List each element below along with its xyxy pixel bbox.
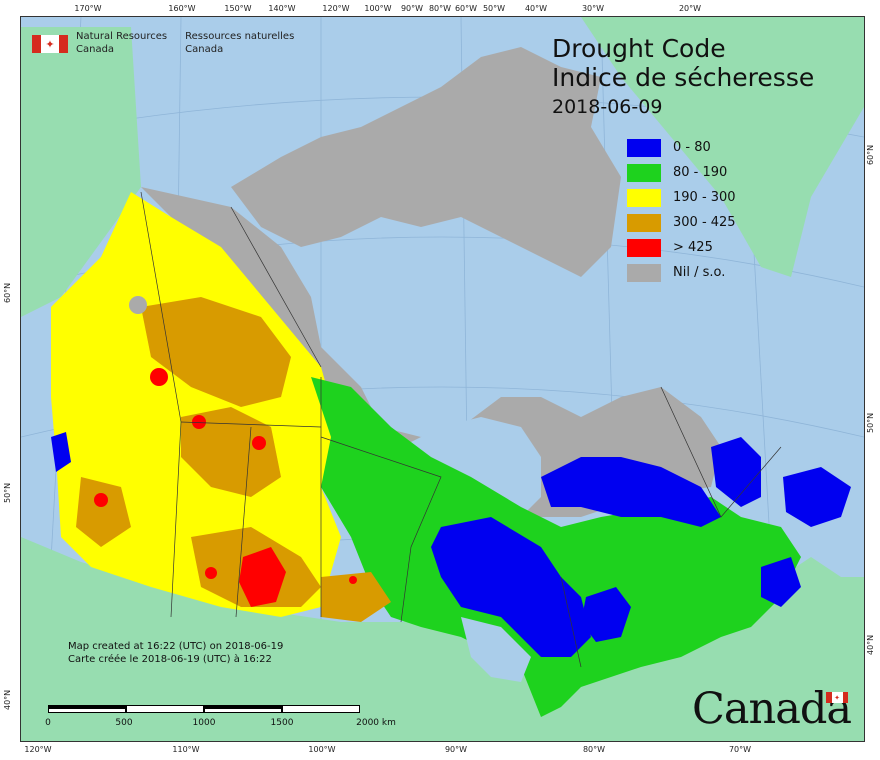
dc-over-425-c: [252, 436, 266, 450]
legend-label: Nil / s.o.: [673, 265, 726, 280]
top-tick: 80°W: [428, 4, 452, 13]
map-date: 2018-06-09: [552, 96, 663, 118]
scale-label: 1000: [192, 718, 216, 728]
top-tick: 150°W: [224, 4, 252, 13]
legend-label: > 425: [673, 240, 713, 255]
legend-item: 80 - 190: [627, 160, 736, 185]
drought-map: [21, 17, 864, 741]
dc-0-80-labrador: [541, 457, 721, 527]
dc-0-80-labrador-east: [711, 437, 761, 507]
legend-item: 0 - 80: [627, 135, 736, 160]
dc-300-425-d: [321, 572, 391, 622]
top-tick: 40°W: [524, 4, 548, 13]
dc-over-425-f: [205, 567, 217, 579]
alaska-land: [21, 27, 141, 317]
map-title-block: Drought Code Indice de sécheresse 2018-0…: [552, 34, 814, 118]
legend-item: > 425: [627, 235, 736, 260]
legend-swatch: [627, 163, 661, 182]
agency-fr-line1: Ressources naturelles: [185, 31, 295, 42]
dc-0-80-maritimes: [761, 557, 801, 607]
dc-300-425-e: [76, 477, 131, 547]
left-tick: 60°N: [3, 282, 12, 303]
bottom-tick: 100°W: [308, 745, 336, 754]
dc-over-425-a: [150, 368, 168, 386]
title-english: Drought Code: [552, 34, 726, 63]
top-tick: 100°W: [364, 4, 392, 13]
legend-label: 0 - 80: [673, 140, 711, 155]
credit-english: Map created at 16:22 (UTC) on 2018-06-19: [68, 641, 284, 652]
legend-swatch: [627, 213, 661, 232]
nunavut-mainland: [141, 187, 721, 517]
legend-swatch: [627, 138, 661, 157]
right-tick: 50°N: [866, 412, 875, 433]
maple-leaf-icon: ✦: [41, 35, 59, 53]
wordmark-flag-icon: ✦: [826, 692, 848, 703]
dc-0-80-newfoundland: [783, 467, 851, 527]
top-tick: 120°W: [322, 4, 350, 13]
legend-swatch: [627, 188, 661, 207]
dc-over-425-e: [239, 547, 286, 607]
dc-300-425-b: [181, 407, 281, 497]
top-tick: 20°W: [678, 4, 702, 13]
usa-land: [21, 537, 864, 741]
legend-label: 300 - 425: [673, 215, 736, 230]
scale-label: 0: [45, 718, 51, 728]
credit-french: Carte créée le 2018-06-19 (UTC) à 16:22: [68, 654, 272, 665]
map-credit: Map created at 16:22 (UTC) on 2018-06-19…: [68, 640, 283, 666]
bottom-tick: 80°W: [582, 745, 606, 754]
canada-flag-icon: ✦: [32, 35, 68, 53]
dc-80-190-central: [311, 377, 801, 717]
arctic-islands: [231, 47, 621, 277]
left-tick: 40°N: [3, 689, 12, 710]
dc-300-425-a: [141, 297, 291, 407]
province-borders: [140, 191, 782, 668]
bottom-tick: 90°W: [444, 745, 468, 754]
title-french: Indice de sécheresse: [552, 63, 815, 92]
scale-label: 1500: [270, 718, 294, 728]
greenland-land: [581, 17, 864, 277]
top-tick: 90°W: [400, 4, 424, 13]
agency-en-line2: Canada: [76, 44, 115, 55]
great-lakes: [461, 617, 531, 682]
dc-nil-patch: [129, 296, 147, 314]
dc-over-425-b: [192, 415, 206, 429]
dc-over-425-d: [94, 493, 108, 507]
right-tick: 40°N: [866, 634, 875, 655]
top-tick: 60°W: [454, 4, 478, 13]
legend-swatch: [627, 263, 661, 282]
top-tick: 170°W: [74, 4, 102, 13]
scale-label: 500: [115, 718, 133, 728]
legend-swatch: [627, 238, 661, 257]
dc-0-80-pacific: [51, 432, 71, 472]
legend: 0 - 80 80 - 190 190 - 300 300 - 425 > 425 Nil…: [627, 135, 736, 285]
legend-item: 190 - 300: [627, 185, 736, 210]
legend-label: 80 - 190: [673, 165, 728, 180]
dc-0-80-quebec: [431, 517, 591, 657]
bottom-tick: 110°W: [172, 745, 200, 754]
right-tick: 60°N: [866, 144, 875, 165]
agency-en-line1: Natural Resources: [76, 31, 168, 42]
top-tick: 50°W: [482, 4, 506, 13]
legend-label: 190 - 300: [673, 190, 736, 205]
legend-item: Nil / s.o.: [627, 260, 736, 285]
bottom-tick: 120°W: [24, 745, 52, 754]
agency-header: ✦ Natural Resources Canada Ressources na…: [32, 30, 304, 56]
top-tick: 160°W: [168, 4, 196, 13]
left-tick: 50°N: [3, 482, 12, 503]
agency-fr-line2: Canada: [185, 44, 224, 55]
canada-wordmark: Canada: [692, 684, 852, 734]
dc-over-425-g: [349, 576, 357, 584]
legend-item: 300 - 425: [627, 210, 736, 235]
scale-bar: [48, 705, 360, 715]
bottom-tick: 70°W: [728, 745, 752, 754]
top-tick: 30°W: [581, 4, 605, 13]
dc-0-80-lake-ontario: [581, 587, 631, 642]
scale-label: 2000 km: [356, 718, 396, 728]
map-frame: [20, 16, 865, 742]
top-tick: 140°W: [268, 4, 296, 13]
